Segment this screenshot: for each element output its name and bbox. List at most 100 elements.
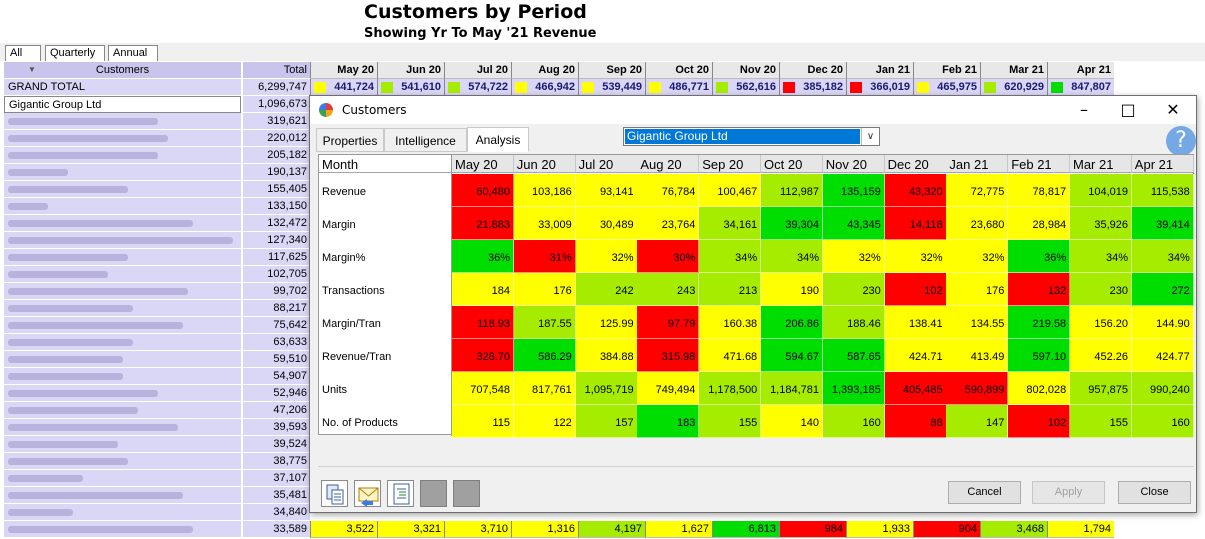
month-column-header[interactable]: Sep 20 bbox=[578, 62, 645, 79]
customer-name[interactable]: Gigantic Group Ltd bbox=[4, 96, 241, 113]
tab-annual[interactable]: Annual bbox=[108, 45, 158, 61]
table-row[interactable]: 133,150 bbox=[4, 198, 1113, 215]
metric-cell: 424.77 bbox=[1131, 339, 1194, 372]
table-row[interactable]: 37,107 bbox=[4, 470, 1113, 487]
customer-name[interactable] bbox=[4, 215, 241, 232]
cancel-button[interactable]: Cancel bbox=[948, 481, 1021, 504]
chevron-down-icon[interactable]: ∨ bbox=[861, 128, 879, 145]
table-row[interactable]: 39,524 bbox=[4, 436, 1113, 453]
tab-properties[interactable]: Properties bbox=[316, 128, 384, 152]
customer-name[interactable] bbox=[4, 283, 241, 300]
table-row[interactable]: 52,946 bbox=[4, 385, 1113, 402]
table-row[interactable]: 117,625 bbox=[4, 249, 1113, 266]
table-row[interactable]: 190,137 bbox=[4, 164, 1113, 181]
customers-column-header[interactable]: Customers bbox=[4, 62, 241, 79]
customer-total: 39,524 bbox=[242, 436, 310, 453]
customer-name[interactable] bbox=[4, 164, 241, 181]
close-icon[interactable]: ✕ bbox=[1166, 100, 1180, 119]
apply-button[interactable]: Apply bbox=[1032, 481, 1105, 504]
blank-icon[interactable] bbox=[420, 480, 447, 507]
grand-total-label: GRAND TOTAL bbox=[4, 79, 241, 96]
table-row[interactable]: 38,775 bbox=[4, 453, 1113, 470]
month-column-header[interactable]: Dec 20 bbox=[779, 62, 846, 79]
redacted-name bbox=[8, 254, 128, 261]
table-row[interactable]: 75,642 bbox=[4, 317, 1113, 334]
customer-name[interactable] bbox=[4, 198, 241, 215]
metric-cell: 176 bbox=[946, 273, 1009, 306]
month-column-header[interactable]: Apr 21 bbox=[1047, 62, 1114, 79]
tab-all[interactable]: All bbox=[5, 45, 41, 61]
table-row[interactable]: 99,702 bbox=[4, 283, 1113, 300]
customer-name[interactable] bbox=[4, 130, 241, 147]
customer-name[interactable] bbox=[4, 351, 241, 368]
grand-total-row[interactable]: GRAND TOTAL 6,299,747 441,724 541,610 574,72… bbox=[4, 79, 1114, 96]
table-row[interactable]: 319,621 bbox=[4, 113, 1113, 130]
customer-select[interactable]: Gigantic Group Ltd ∨ bbox=[623, 127, 880, 146]
metric-cell: 60,480 bbox=[452, 174, 514, 207]
tab-quarterly[interactable]: Quarterly bbox=[45, 45, 105, 61]
customer-name[interactable] bbox=[4, 521, 241, 538]
close-button[interactable]: Close bbox=[1118, 481, 1191, 504]
help-icon[interactable]: ? bbox=[1166, 126, 1196, 156]
month-value: 1,794 bbox=[1047, 521, 1114, 538]
table-row[interactable]: 54,907 bbox=[4, 368, 1113, 385]
customer-name[interactable] bbox=[4, 300, 241, 317]
month-column-header[interactable]: Jun 20 bbox=[377, 62, 444, 79]
month-column-header[interactable]: Aug 20 bbox=[511, 62, 578, 79]
customer-name[interactable] bbox=[4, 368, 241, 385]
table-row[interactable]: 35,481 bbox=[4, 487, 1113, 504]
table-row[interactable]: 88,217 bbox=[4, 300, 1113, 317]
customer-name[interactable] bbox=[4, 249, 241, 266]
table-row[interactable]: Gigantic Group Ltd 1,096,673 bbox=[4, 96, 1113, 113]
customer-name[interactable] bbox=[4, 334, 241, 351]
blank-icon[interactable] bbox=[453, 480, 480, 507]
table-row[interactable]: 127,340 bbox=[4, 232, 1113, 249]
table-row[interactable]: 102,705 bbox=[4, 266, 1113, 283]
minimize-icon[interactable]: – bbox=[1080, 100, 1088, 119]
month-column-header[interactable]: Jan 21 bbox=[846, 62, 913, 79]
customer-name[interactable] bbox=[4, 402, 241, 419]
table-row[interactable]: 33,589 bbox=[4, 521, 1113, 538]
table-row[interactable]: 39,593 bbox=[4, 419, 1113, 436]
table-row[interactable]: 34,840 bbox=[4, 504, 1113, 521]
customer-name[interactable] bbox=[4, 436, 241, 453]
month-column-header[interactable]: May 20 bbox=[310, 62, 377, 79]
customer-name[interactable] bbox=[4, 147, 241, 164]
month-column-header[interactable]: Feb 21 bbox=[913, 62, 980, 79]
table-row[interactable]: 132,472 bbox=[4, 215, 1113, 232]
metric-cell: 43,320 bbox=[884, 174, 947, 207]
email-icon[interactable] bbox=[354, 480, 381, 507]
total-column-header[interactable]: Total bbox=[242, 62, 310, 79]
copy-icon[interactable] bbox=[321, 480, 348, 507]
month-column-header[interactable]: Mar 21 bbox=[980, 62, 1047, 79]
maximize-icon[interactable]: □ bbox=[1120, 100, 1136, 119]
table-row[interactable]: 155,405 bbox=[4, 181, 1113, 198]
customer-name[interactable] bbox=[4, 113, 241, 130]
month-column-header[interactable]: Nov 20 bbox=[712, 62, 779, 79]
table-row[interactable]: 59,510 bbox=[4, 351, 1113, 368]
customer-total: 117,625 bbox=[242, 249, 310, 266]
analysis-month-header: Mar 21 bbox=[1070, 155, 1132, 173]
tab-intelligence[interactable]: Intelligence bbox=[384, 128, 467, 152]
customer-name[interactable] bbox=[4, 232, 241, 249]
customer-name[interactable] bbox=[4, 266, 241, 283]
report-icon[interactable] bbox=[387, 480, 414, 507]
customer-name[interactable] bbox=[4, 419, 241, 436]
customer-name[interactable] bbox=[4, 385, 241, 402]
metric-cell: 23,680 bbox=[946, 207, 1009, 240]
table-row[interactable]: 220,012 bbox=[4, 130, 1113, 147]
customer-name[interactable] bbox=[4, 181, 241, 198]
customer-name[interactable] bbox=[4, 470, 241, 487]
customer-name[interactable] bbox=[4, 504, 241, 521]
table-row[interactable]: 205,182 bbox=[4, 147, 1113, 164]
tab-analysis[interactable]: Analysis bbox=[467, 127, 529, 152]
customer-name[interactable] bbox=[4, 453, 241, 470]
customer-name[interactable] bbox=[4, 317, 241, 334]
month-column-header[interactable]: Jul 20 bbox=[444, 62, 511, 79]
table-row[interactable]: 63,633 bbox=[4, 334, 1113, 351]
month-column-header[interactable]: Oct 20 bbox=[645, 62, 712, 79]
table-row[interactable]: 47,206 bbox=[4, 402, 1113, 419]
customer-name[interactable] bbox=[4, 487, 241, 504]
app-logo-icon bbox=[319, 103, 333, 117]
metric-cell: 190 bbox=[761, 273, 823, 306]
